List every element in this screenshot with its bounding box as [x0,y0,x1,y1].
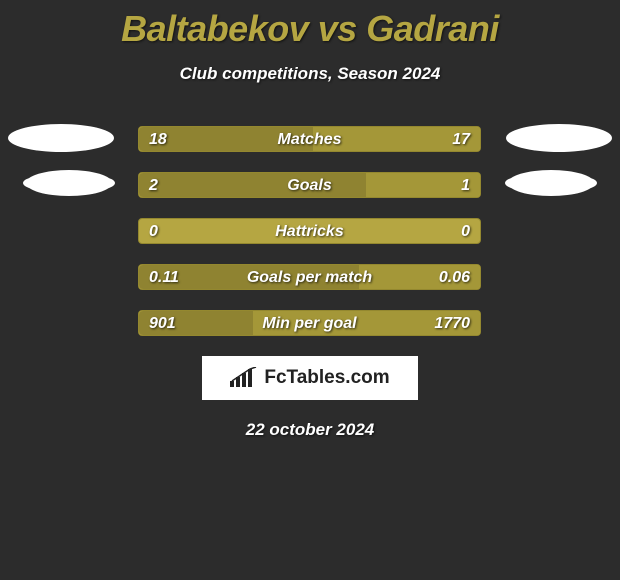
logo-text: FcTables.com [264,367,389,389]
barchart-icon [230,367,258,389]
player2-avatar [506,124,612,152]
stat-label: Hattricks [139,219,480,245]
stat-row: 00Hattricks [0,218,620,246]
logo-box: FcTables.com [202,356,418,400]
page-title: Baltabekov vs Gadrani [0,0,620,50]
stat-row: 21Goals [0,172,620,200]
team2-avatar [508,170,594,196]
stat-label: Min per goal [139,311,480,337]
stat-row: 9011770Min per goal [0,310,620,338]
stat-row: 0.110.06Goals per match [0,264,620,292]
stat-bar-track: 1817Matches [138,126,481,152]
stat-label: Goals [139,173,480,199]
subtitle: Club competitions, Season 2024 [0,64,620,84]
stat-bar-track: 0.110.06Goals per match [138,264,481,290]
stat-label: Matches [139,127,480,153]
stat-bar-track: 9011770Min per goal [138,310,481,336]
player1-avatar [8,124,114,152]
stat-label: Goals per match [139,265,480,291]
date-text: 22 october 2024 [0,420,620,440]
comparison-chart: 1817Matches 21Goals 00Hattricks 0.110.06Goa… [0,126,620,338]
stat-row: 1817Matches [0,126,620,154]
stat-bar-track: 21Goals [138,172,481,198]
stat-bar-track: 00Hattricks [138,218,481,244]
team1-avatar [26,170,112,196]
